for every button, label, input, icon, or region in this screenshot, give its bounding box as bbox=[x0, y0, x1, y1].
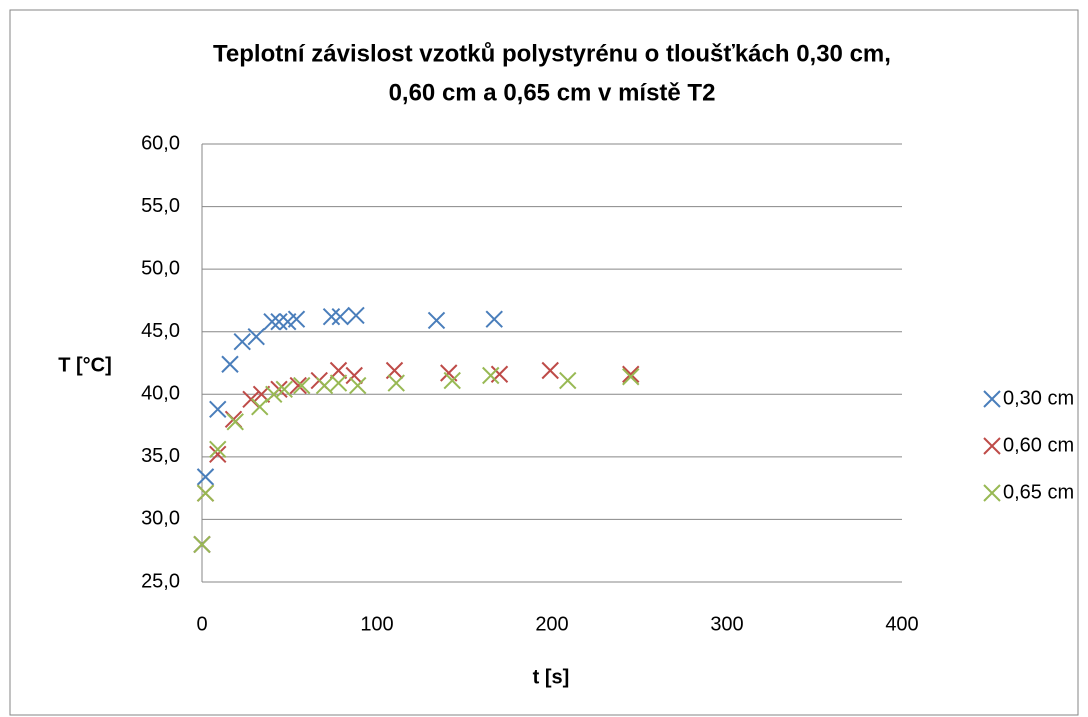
point bbox=[289, 376, 307, 395]
point bbox=[443, 371, 461, 390]
y-tick-label: 60,0 bbox=[141, 132, 180, 154]
x-tick-label: 0 bbox=[196, 613, 207, 635]
point bbox=[193, 535, 211, 554]
y-tick-label: 45,0 bbox=[141, 320, 180, 342]
x-tick-label: 100 bbox=[360, 613, 393, 635]
point bbox=[485, 310, 503, 328]
point bbox=[287, 310, 306, 328]
point bbox=[622, 368, 640, 386]
point bbox=[347, 306, 365, 325]
point bbox=[233, 333, 251, 351]
point bbox=[622, 365, 640, 383]
point bbox=[251, 398, 269, 416]
y-tick-label: 55,0 bbox=[141, 195, 180, 217]
y-tick-label: 35,0 bbox=[141, 445, 180, 467]
point bbox=[345, 366, 363, 385]
point bbox=[270, 312, 288, 331]
y-tick-label: 30,0 bbox=[141, 508, 180, 530]
point bbox=[329, 361, 348, 380]
y-tick-label: 25,0 bbox=[141, 570, 180, 592]
point bbox=[315, 376, 334, 395]
point bbox=[209, 440, 227, 459]
legend-label: 0,30 cm bbox=[1003, 387, 1074, 409]
legend-marker bbox=[983, 484, 1001, 502]
chart-title: Teplotní závislost vzotků polystyrénu o … bbox=[213, 40, 891, 67]
point bbox=[196, 468, 215, 486]
point bbox=[427, 311, 446, 330]
point bbox=[247, 328, 265, 346]
legend-marker bbox=[983, 390, 1001, 408]
point bbox=[209, 400, 227, 419]
point bbox=[322, 307, 341, 326]
point bbox=[275, 380, 293, 398]
point bbox=[265, 385, 283, 403]
legend-label: 0,60 cm bbox=[1003, 434, 1074, 456]
x-tick-label: 300 bbox=[710, 613, 743, 635]
point bbox=[331, 307, 349, 326]
legend-label: 0,65 cm bbox=[1003, 481, 1074, 503]
y-tick-label: 40,0 bbox=[141, 383, 180, 405]
chart-frame bbox=[9, 9, 1079, 716]
chart-title: 0,60 cm a 0,65 cm v místě T2 bbox=[389, 79, 716, 106]
legend-marker bbox=[983, 437, 1001, 455]
point bbox=[293, 376, 311, 395]
point bbox=[541, 361, 559, 380]
point bbox=[226, 413, 244, 431]
point bbox=[329, 374, 348, 392]
x-tick-label: 200 bbox=[535, 613, 568, 635]
x-axis-title: t [s] bbox=[533, 666, 570, 688]
point bbox=[221, 355, 239, 373]
point bbox=[482, 366, 500, 385]
point bbox=[559, 371, 577, 390]
point bbox=[196, 484, 215, 502]
point bbox=[263, 312, 281, 331]
y-tick-label: 50,0 bbox=[141, 257, 180, 279]
y-axis-title: T [°C] bbox=[58, 354, 112, 376]
x-tick-label: 400 bbox=[885, 613, 918, 635]
point bbox=[349, 376, 367, 395]
point bbox=[387, 374, 405, 392]
point bbox=[209, 445, 227, 464]
